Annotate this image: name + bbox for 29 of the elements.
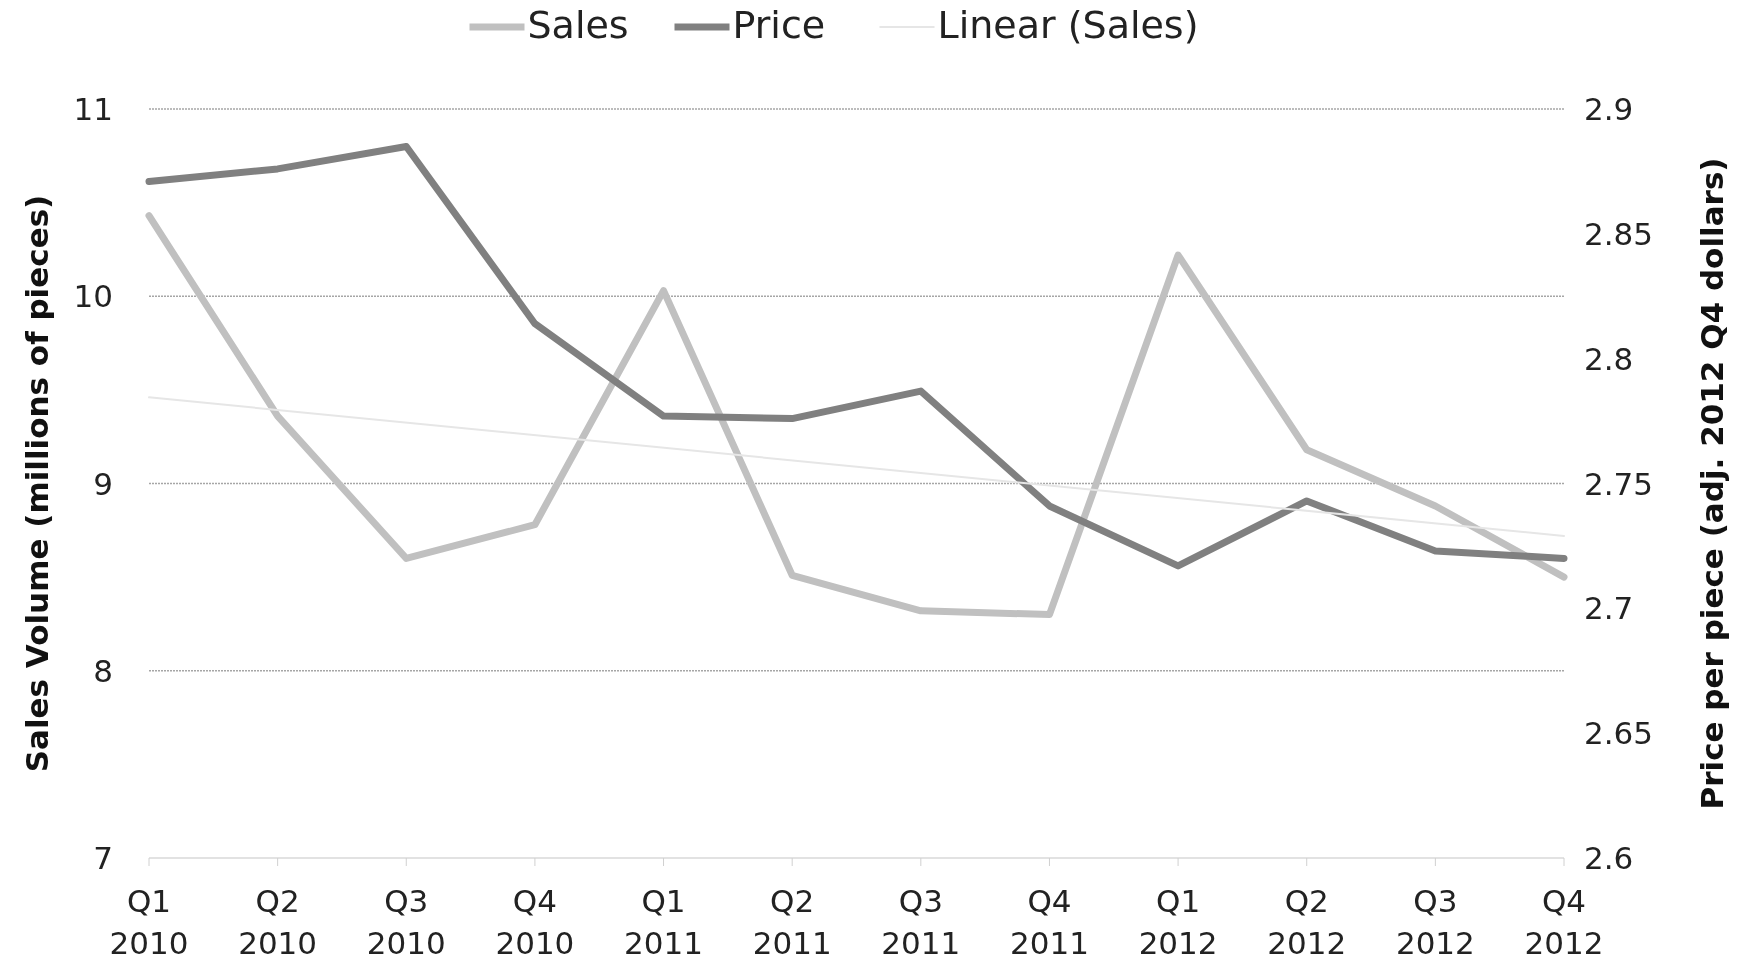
x-tick-label: Q2 2011 (752, 883, 832, 961)
x-tick-label: Q3 2010 (366, 883, 446, 961)
y2-tick-label: 2.8 (1584, 340, 1634, 377)
y2-tick-label: 2.9 (1584, 91, 1634, 127)
x-tick-label: Q3 2012 (1395, 883, 1475, 961)
x-tick-label: Q2 2010 (238, 883, 318, 961)
x-tick-label: Q2 2012 (1267, 883, 1347, 961)
x-tick-label: Q1 2012 (1138, 883, 1218, 961)
x-tick-label: Q4 2011 (1010, 883, 1089, 961)
legend-label: Price (732, 3, 826, 47)
y-axis-title: Sales Volume (millions of pieces) (19, 194, 55, 773)
legend-label: Linear (Sales) (937, 3, 1199, 47)
y2-tick-label: 2.7 (1584, 590, 1634, 627)
y2-tick-label: 2.6 (1584, 840, 1634, 876)
x-tick-label: Q3 2011 (881, 883, 961, 961)
y-tick-label: 9 (93, 465, 113, 502)
y-tick-label: 11 (73, 91, 113, 127)
y2-tick-label: 2.65 (1584, 715, 1654, 752)
x-tick-label: Q4 2010 (495, 883, 575, 961)
y2-axis-title: Price per piece (adj. 2012 Q4 dollars) (1694, 157, 1730, 810)
x-tick-label: Q4 2012 (1524, 883, 1604, 961)
legend-label: Sales (527, 3, 629, 47)
y-tick-label: 8 (93, 652, 113, 689)
y-tick-label: 7 (93, 840, 113, 876)
x-tick-label: Q1 2010 (109, 883, 189, 961)
y2-tick-label: 2.85 (1584, 215, 1654, 252)
y-tick-label: 10 (73, 278, 113, 315)
y2-tick-label: 2.75 (1584, 465, 1654, 502)
x-tick-label: Q1 2011 (624, 883, 703, 961)
